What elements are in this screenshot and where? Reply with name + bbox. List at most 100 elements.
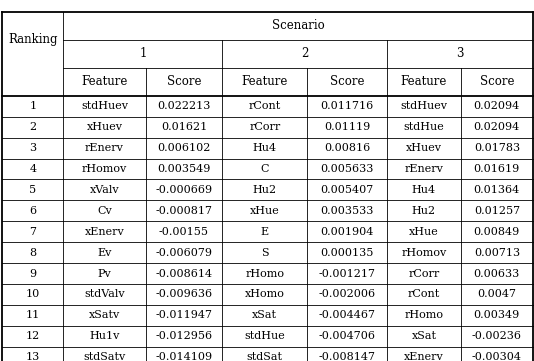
Text: stdSat: stdSat (247, 352, 283, 361)
Text: 5: 5 (29, 185, 36, 195)
Text: 13: 13 (26, 352, 40, 361)
Text: Score: Score (330, 75, 364, 88)
Text: rHomov: rHomov (401, 248, 446, 258)
Text: -0.000817: -0.000817 (155, 206, 213, 216)
Text: Score: Score (480, 75, 514, 88)
Text: Scenario: Scenario (272, 19, 324, 32)
Text: 12: 12 (26, 331, 40, 341)
Text: stdSatv: stdSatv (83, 352, 125, 361)
Text: -0.008614: -0.008614 (155, 269, 213, 279)
Text: 0.0047: 0.0047 (477, 290, 516, 299)
Text: Score: Score (167, 75, 201, 88)
Text: S: S (261, 248, 269, 258)
Text: 0.00816: 0.00816 (324, 143, 370, 153)
Text: rCont: rCont (408, 290, 440, 299)
Text: xEnerv: xEnerv (404, 352, 444, 361)
Text: xHuev: xHuev (406, 143, 442, 153)
Text: 0.00633: 0.00633 (474, 269, 520, 279)
Text: 4: 4 (29, 164, 36, 174)
Text: -0.001217: -0.001217 (318, 269, 375, 279)
Text: 0.003549: 0.003549 (158, 164, 210, 174)
Text: xHuev: xHuev (87, 122, 122, 132)
Text: stdHuev: stdHuev (81, 101, 128, 112)
Text: 2: 2 (301, 47, 308, 60)
Text: xHue: xHue (409, 227, 439, 237)
Text: 0.011716: 0.011716 (320, 101, 374, 112)
Text: Hu4: Hu4 (253, 143, 277, 153)
Text: -0.011947: -0.011947 (155, 310, 213, 320)
Text: Feature: Feature (400, 75, 447, 88)
Text: xHue: xHue (250, 206, 280, 216)
Text: 0.006102: 0.006102 (158, 143, 210, 153)
Text: -0.004467: -0.004467 (318, 310, 375, 320)
Text: -0.014109: -0.014109 (155, 352, 213, 361)
Text: xSatv: xSatv (89, 310, 120, 320)
Text: stdHue: stdHue (404, 122, 444, 132)
Text: stdHue: stdHue (245, 331, 285, 341)
Text: 0.00713: 0.00713 (474, 248, 520, 258)
Text: -0.000669: -0.000669 (155, 185, 213, 195)
Text: 7: 7 (29, 227, 36, 237)
Text: Hu4: Hu4 (412, 185, 436, 195)
Text: 0.02094: 0.02094 (474, 122, 520, 132)
Text: rCont: rCont (249, 101, 281, 112)
Text: 0.005407: 0.005407 (320, 185, 374, 195)
Text: 9: 9 (29, 269, 36, 279)
Text: xEnerv: xEnerv (84, 227, 124, 237)
Text: Hu2: Hu2 (412, 206, 436, 216)
Text: -0.009636: -0.009636 (155, 290, 213, 299)
Text: 0.00349: 0.00349 (474, 310, 520, 320)
Text: 8: 8 (29, 248, 36, 258)
Text: 0.01619: 0.01619 (474, 164, 520, 174)
Text: 0.022213: 0.022213 (158, 101, 210, 112)
Text: -0.004706: -0.004706 (318, 331, 375, 341)
Text: 0.01621: 0.01621 (161, 122, 207, 132)
Text: 0.01783: 0.01783 (474, 143, 520, 153)
Text: 0.01364: 0.01364 (474, 185, 520, 195)
Text: 0.000135: 0.000135 (320, 248, 374, 258)
Text: Cv: Cv (97, 206, 112, 216)
Text: rHomov: rHomov (82, 164, 127, 174)
Text: stdHuev: stdHuev (400, 101, 447, 112)
Text: 2: 2 (29, 122, 36, 132)
Text: rHomo: rHomo (245, 269, 284, 279)
Text: E: E (261, 227, 269, 237)
Text: Ranking: Ranking (8, 33, 58, 46)
Text: 3: 3 (29, 143, 36, 153)
Text: rEnerv: rEnerv (85, 143, 124, 153)
Text: rCorr: rCorr (409, 269, 439, 279)
Text: -0.00304: -0.00304 (472, 352, 522, 361)
Text: Pv: Pv (98, 269, 111, 279)
Text: 0.005633: 0.005633 (320, 164, 374, 174)
Text: 0.001904: 0.001904 (320, 227, 374, 237)
Text: 3: 3 (456, 47, 464, 60)
Text: -0.002006: -0.002006 (318, 290, 375, 299)
Text: -0.006079: -0.006079 (155, 248, 213, 258)
Text: Hu2: Hu2 (253, 185, 277, 195)
Text: 11: 11 (26, 310, 40, 320)
Text: 0.02094: 0.02094 (474, 101, 520, 112)
Text: xSat: xSat (411, 331, 436, 341)
Text: rCorr: rCorr (249, 122, 280, 132)
Text: 0.00849: 0.00849 (474, 227, 520, 237)
Text: 1: 1 (139, 47, 146, 60)
Text: -0.008147: -0.008147 (318, 352, 375, 361)
Text: stdValv: stdValv (84, 290, 125, 299)
Text: 0.01119: 0.01119 (324, 122, 370, 132)
Text: Ev: Ev (97, 248, 112, 258)
Text: 1: 1 (29, 101, 36, 112)
Text: rEnerv: rEnerv (404, 164, 443, 174)
Text: -0.00155: -0.00155 (159, 227, 209, 237)
Text: -0.012956: -0.012956 (155, 331, 213, 341)
Text: 10: 10 (26, 290, 40, 299)
Text: C: C (261, 164, 269, 174)
Text: rHomo: rHomo (404, 310, 443, 320)
Text: Hu1v: Hu1v (89, 331, 120, 341)
Text: Feature: Feature (81, 75, 128, 88)
Text: 6: 6 (29, 206, 36, 216)
Text: Feature: Feature (242, 75, 288, 88)
Text: xSat: xSat (253, 310, 277, 320)
Text: 0.01257: 0.01257 (474, 206, 520, 216)
Text: xValv: xValv (90, 185, 119, 195)
Text: -0.00236: -0.00236 (472, 331, 522, 341)
